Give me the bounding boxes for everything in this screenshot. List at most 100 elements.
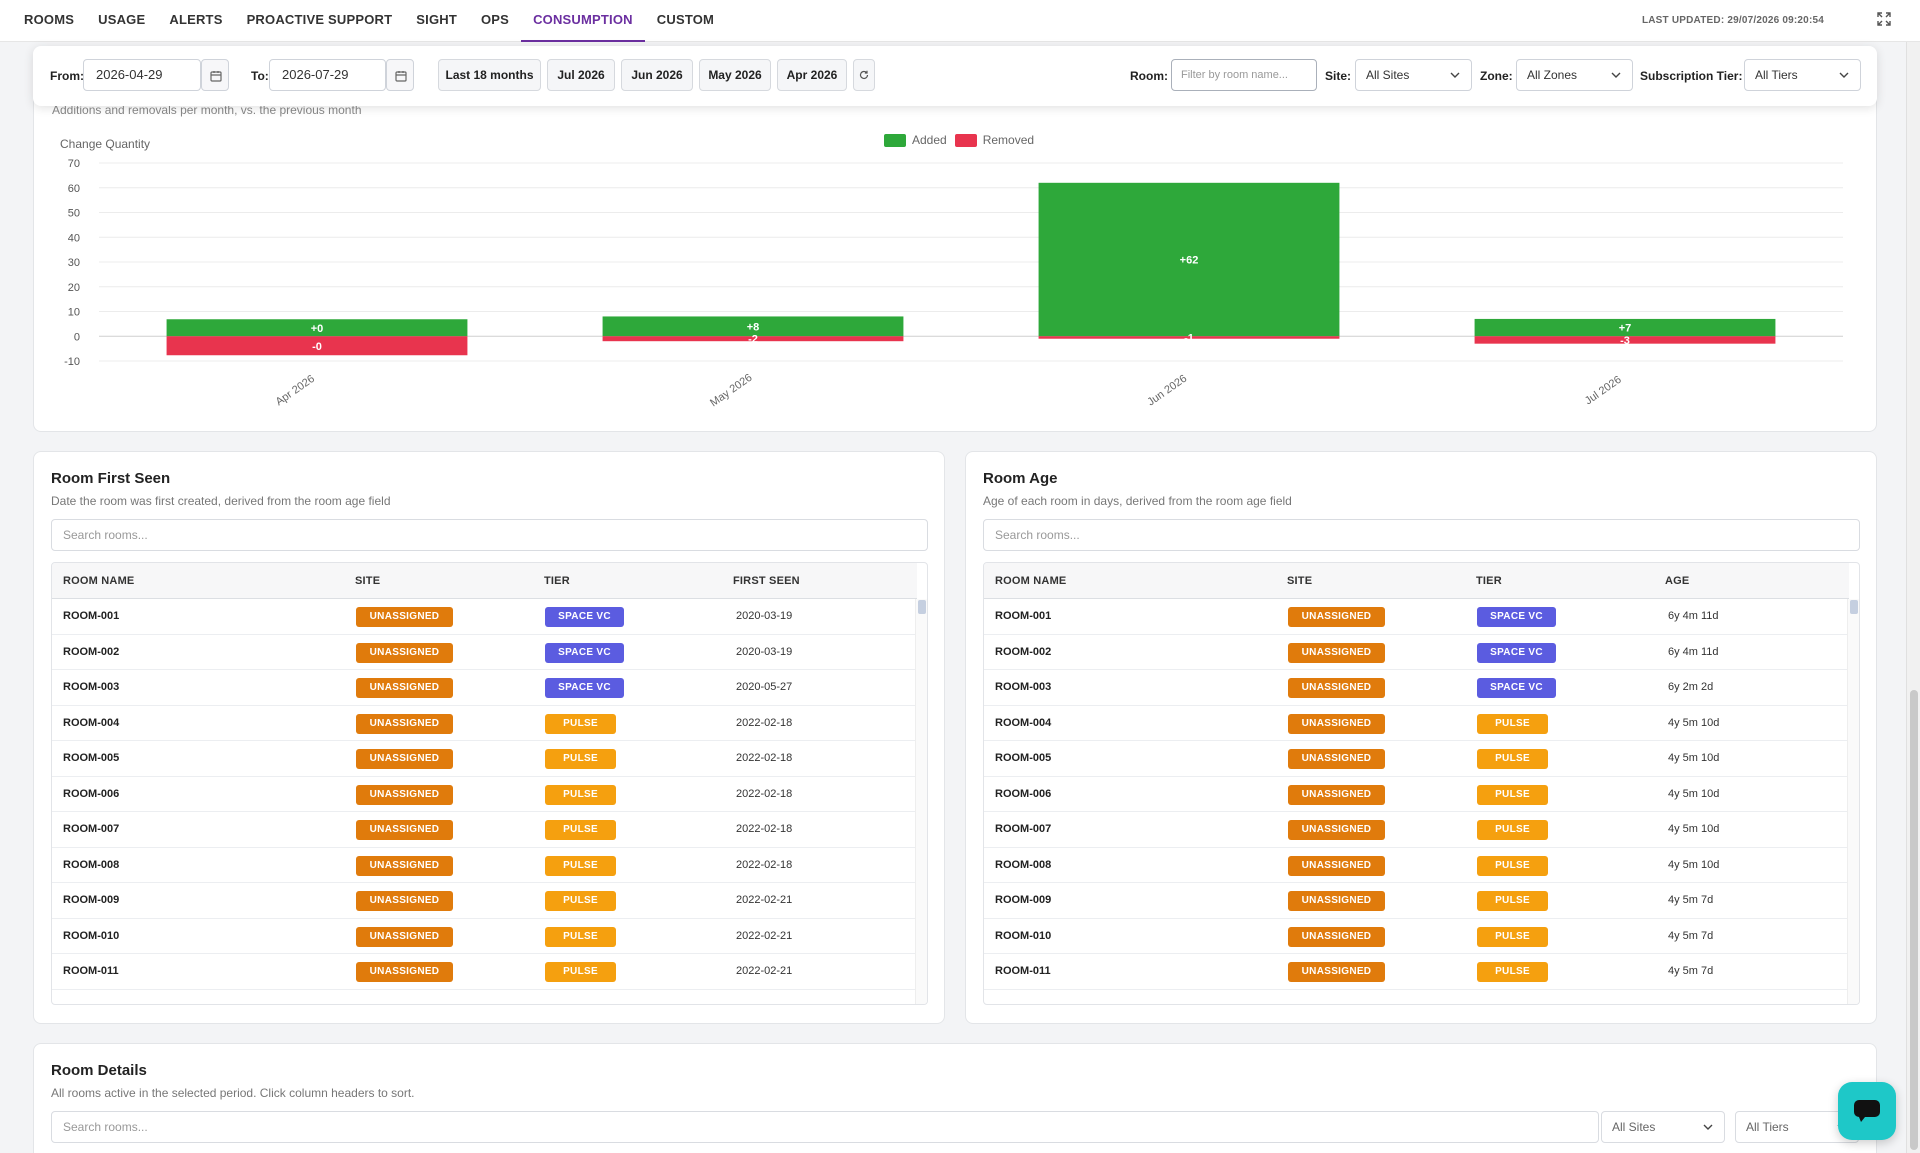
range-jul-2026-button[interactable]: Jul 2026 [547,59,615,91]
tier-badge: PULSE [1477,926,1548,947]
tab-consumption[interactable]: CONSUMPTION [521,0,645,42]
range-jun-2026-button[interactable]: Jun 2026 [621,59,693,91]
table-row[interactable]: ROOM-010 UNASSIGNED PULSE 4y 5m 7d [984,919,1849,954]
site-select[interactable]: All Sites [1355,59,1472,91]
table-row[interactable]: ROOM-011 UNASSIGNED PULSE 2022-02-21 [52,954,917,990]
tier-badge: SPACE VC [545,642,624,663]
tab-sight[interactable]: SIGHT [416,12,457,27]
removed-bar [1038,336,1340,339]
added-data-label: +0 [311,323,324,335]
table-scrollbar[interactable] [915,599,927,1004]
zone-select[interactable]: All Zones [1516,59,1633,91]
table-row[interactable]: ROOM-003 UNASSIGNED SPACE VC 6y 2m 2d [984,670,1849,706]
site-badge: UNASSIGNED [356,678,453,698]
column-header-room-name[interactable]: ROOM NAME [63,575,135,587]
table-row[interactable]: ROOM-003 UNASSIGNED SPACE VC 2020-05-27 [52,670,917,706]
table-row[interactable]: ROOM-005 UNASSIGNED PULSE 2022-02-18 [52,741,917,777]
removed-bar [602,336,904,342]
legend-item-added[interactable]: Added [884,133,947,147]
details-site-select[interactable]: All Sites [1601,1111,1725,1143]
tab-usage[interactable]: USAGE [98,12,146,27]
room-name-cell: ROOM-004 [995,716,1052,729]
age-cell: 4y 5m 10d [1668,787,1720,800]
room-details-search-input[interactable]: Search rooms... [51,1111,1599,1143]
details-site-value: All Sites [1612,1120,1656,1134]
room-name-cell: ROOM-010 [995,929,1052,942]
column-header-site[interactable]: SITE [355,575,381,587]
column-header-site[interactable]: SITE [1287,575,1313,587]
tier-select[interactable]: All Tiers [1744,59,1861,91]
range-last-18-months-button[interactable]: Last 18 months [438,59,541,91]
page-scroll-thumb[interactable] [1910,690,1918,1150]
age-cell: 4y 5m 7d [1668,965,1714,977]
tab-ops[interactable]: OPS [481,12,510,27]
tab-custom[interactable]: CUSTOM [656,12,715,27]
table-row[interactable]: ROOM-007 UNASSIGNED PULSE 2022-02-18 [52,812,917,848]
table-row[interactable]: ROOM-010 UNASSIGNED PULSE 2022-02-21 [52,919,917,954]
table-row[interactable]: ROOM-004 UNASSIGNED PULSE 4y 5m 10d [984,706,1849,741]
to-calendar-button[interactable] [386,59,414,91]
age-cell: 6y 4m 11d [1668,645,1719,658]
column-header-tier[interactable]: TIER [1476,575,1502,587]
from-calendar-button[interactable] [201,59,229,91]
table-row[interactable]: ROOM-001 UNASSIGNED SPACE VC 6y 4m 11d [984,599,1849,635]
from-date-input[interactable]: 2026-04-29 [83,59,201,91]
tab-alerts[interactable]: ALERTS [169,12,223,27]
table-row[interactable]: ROOM-007 UNASSIGNED PULSE 4y 5m 10d [984,812,1849,848]
refresh-button[interactable] [853,59,875,91]
site-badge: UNASSIGNED [356,784,453,805]
tab-proactive-support[interactable]: PROACTIVE SUPPORT [246,12,393,27]
table-row[interactable]: ROOM-001 UNASSIGNED SPACE VC 2020-03-19 [52,599,917,635]
table-row[interactable]: ROOM-002 UNASSIGNED SPACE VC 6y 4m 11d [984,635,1849,670]
table-row[interactable]: ROOM-008 UNASSIGNED PULSE 4y 5m 10d [984,848,1849,883]
column-header-room-name[interactable]: ROOM NAME [995,575,1067,587]
site-badge: UNASSIGNED [1288,607,1385,627]
room-age-title: Room Age [983,470,1058,487]
table-scrollbar[interactable] [1847,599,1859,1004]
site-badge: UNASSIGNED [1288,749,1385,769]
room-first-seen-search-input[interactable]: Search rooms... [51,519,928,551]
table-row[interactable]: ROOM-004 UNASSIGNED PULSE 2022-02-18 [52,706,917,741]
legend-swatch-added [884,133,906,147]
table-row[interactable]: ROOM-011 UNASSIGNED PULSE 4y 5m 7d [984,954,1849,990]
site-badge: UNASSIGNED [356,891,453,911]
site-badge: UNASSIGNED [1288,891,1385,911]
legend-label-added: Added [912,133,947,147]
table-scroll-thumb[interactable] [918,600,926,614]
range-apr-2026-button[interactable]: Apr 2026 [777,59,847,91]
first-seen-cell: 2020-03-19 [736,645,793,658]
column-header-tier[interactable]: TIER [544,575,570,587]
site-badge: UNASSIGNED [356,855,453,876]
expand-icon[interactable] [1876,12,1892,28]
tier-filter-label: Subscription Tier: [1640,69,1743,83]
tab-rooms[interactable]: ROOMS [24,12,75,27]
table-scroll-thumb[interactable] [1850,600,1858,614]
room-age-search-input[interactable]: Search rooms... [983,519,1860,551]
table-row[interactable]: ROOM-005 UNASSIGNED PULSE 4y 5m 10d [984,741,1849,777]
age-cell: 6y 4m 11d [1668,610,1719,622]
table-row[interactable]: ROOM-006 UNASSIGNED PULSE 4y 5m 10d [984,777,1849,812]
table-row[interactable]: ROOM-006 UNASSIGNED PULSE 2022-02-18 [52,777,917,812]
table-row[interactable]: ROOM-009 UNASSIGNED PULSE 2022-02-21 [52,883,917,919]
first-seen-cell: 2022-02-21 [736,894,793,906]
added-bar [166,319,468,337]
table-row[interactable]: ROOM-009 UNASSIGNED PULSE 4y 5m 7d [984,883,1849,919]
legend-label-removed: Removed [982,133,1035,147]
range-may-2026-button[interactable]: May 2026 [699,59,771,91]
room-name-cell: ROOM-005 [995,752,1052,764]
site-badge: UNASSIGNED [1288,713,1385,734]
room-name-cell: ROOM-011 [995,965,1051,977]
page-scrollbar[interactable] [1906,42,1920,1153]
chevron-down-icon [1703,1124,1713,1130]
chat-button[interactable] [1838,1082,1896,1140]
room-filter-input[interactable]: Filter by room name... [1171,59,1317,91]
legend-item-removed[interactable]: Removed [954,133,1035,147]
column-header-first-seen[interactable]: FIRST SEEN [733,575,800,587]
to-date-input[interactable]: 2026-07-29 [269,59,386,91]
first-seen-cell: 2022-02-18 [736,787,793,800]
column-header-age[interactable]: AGE [1665,575,1690,587]
table-row[interactable]: ROOM-002 UNASSIGNED SPACE VC 2020-03-19 [52,635,917,670]
room-age-card: Room Age Age of each room in days, deriv… [965,451,1877,1024]
y-tick-label: 50 [68,208,80,220]
table-row[interactable]: ROOM-008 UNASSIGNED PULSE 2022-02-18 [52,848,917,883]
